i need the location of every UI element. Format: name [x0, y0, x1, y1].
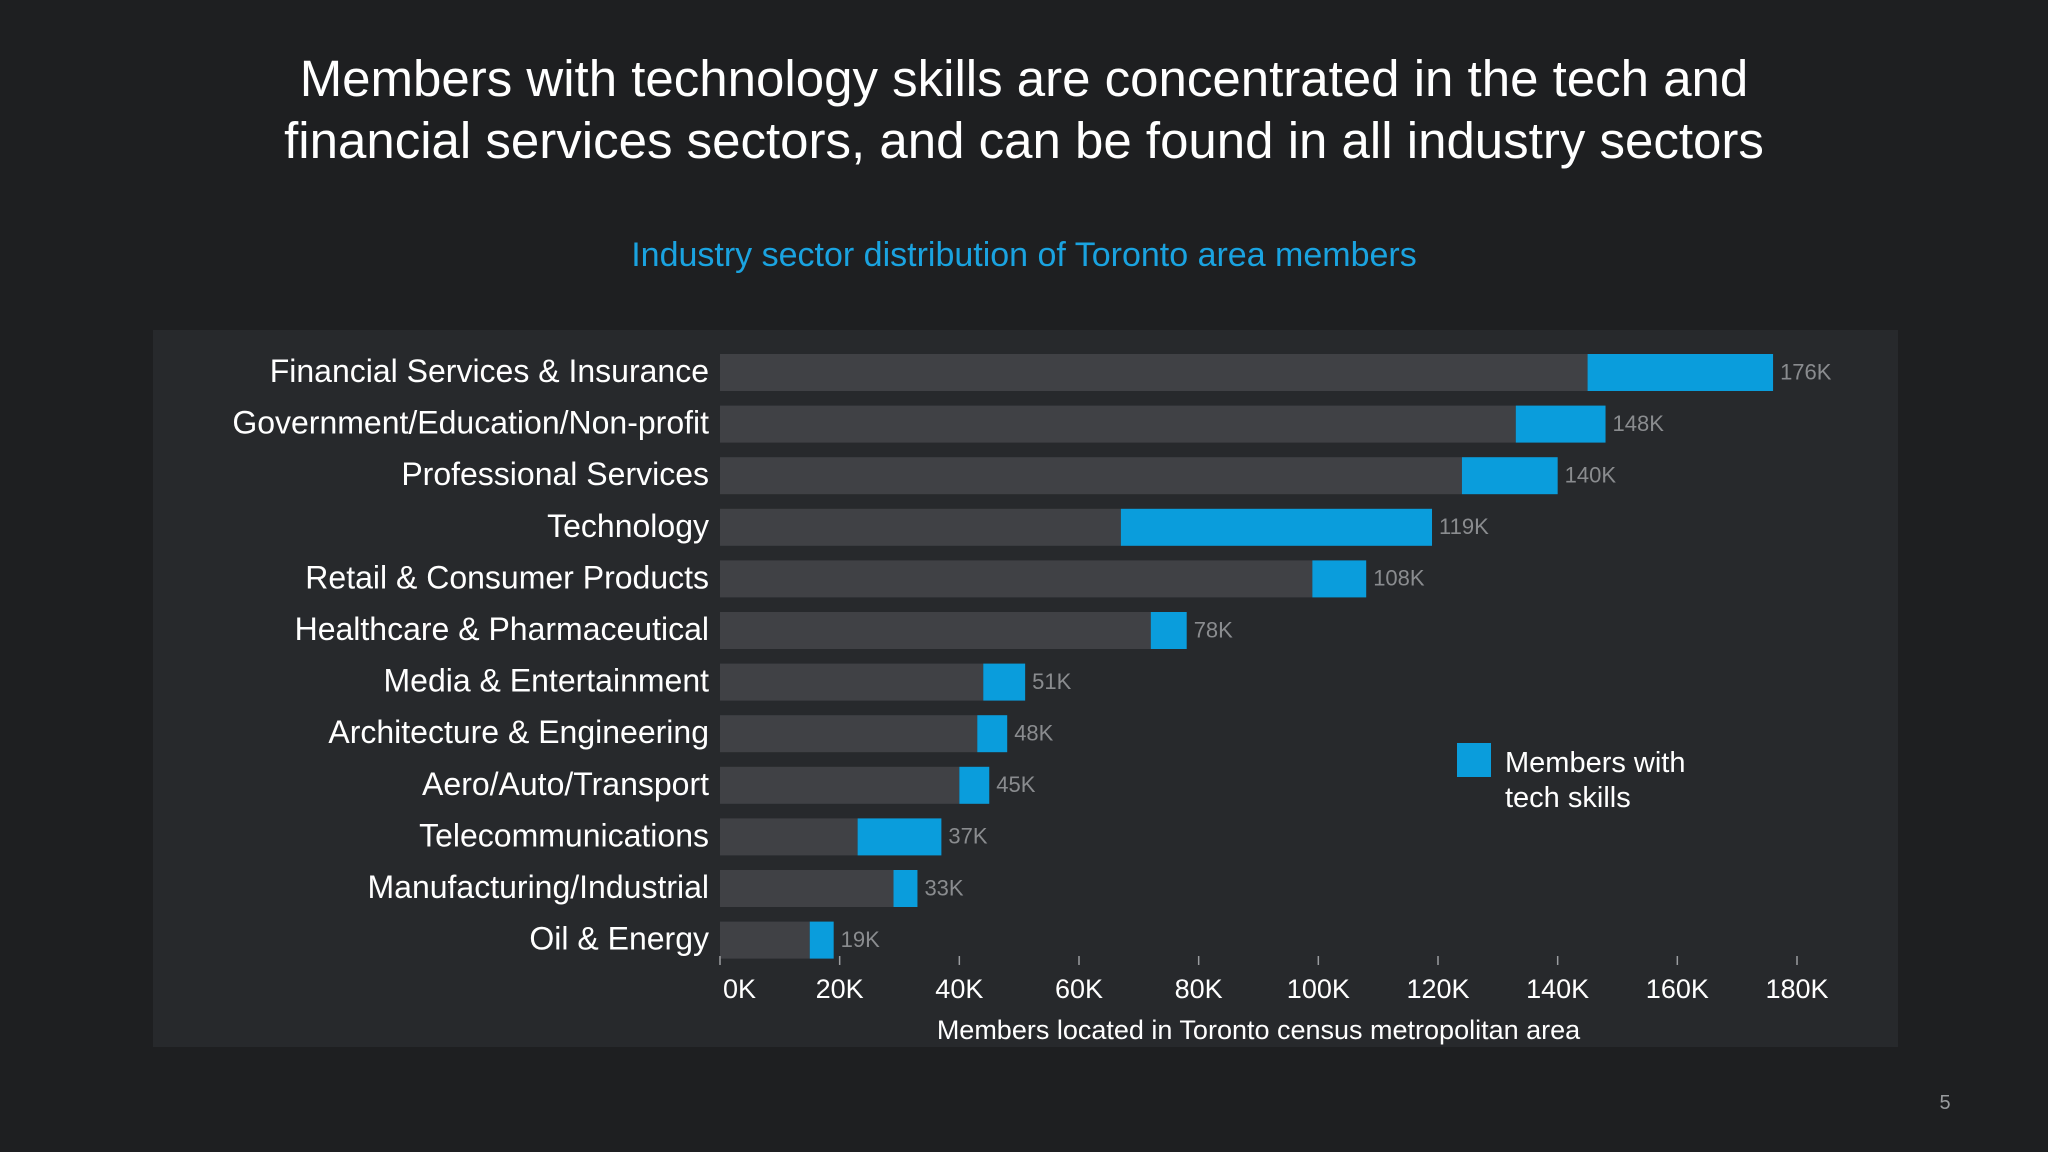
- tech-skills-bar: [1312, 560, 1367, 598]
- legend-label-line-2: tech skills: [1505, 782, 1631, 814]
- total-bar: [720, 457, 1462, 495]
- slide-title: Members with technology skills are conce…: [0, 48, 2048, 172]
- category-label: Financial Services & Insurance: [270, 353, 709, 389]
- bar-chart: Financial Services & Insurance 176K Govern…: [232, 353, 1832, 1045]
- data-label: 51K: [1032, 669, 1071, 694]
- tech-skills-bar: [857, 818, 942, 856]
- tech-skills-bar: [1120, 508, 1433, 546]
- tech-skills-bar: [893, 870, 918, 907]
- total-bar: [720, 612, 1151, 649]
- x-tick-label: 60K: [1055, 974, 1103, 1004]
- total-bar: [720, 663, 984, 701]
- data-label: 19K: [841, 927, 880, 952]
- x-tick-label: 80K: [1175, 974, 1223, 1004]
- category-label: Retail & Consumer Products: [305, 559, 709, 595]
- total-bar: [720, 715, 978, 753]
- total-bar: [720, 560, 1313, 598]
- x-tick-label: 100K: [1287, 974, 1350, 1004]
- category-label: Government/Education/Non-profit: [232, 405, 709, 441]
- total-bar: [720, 354, 1588, 391]
- x-tick-label: 120K: [1406, 974, 1469, 1004]
- x-tick-label: 180K: [1765, 974, 1828, 1004]
- slide-title-line-2: financial services sectors, and can be f…: [284, 112, 1764, 169]
- x-tick-label: 20K: [816, 974, 864, 1004]
- x-tick-label: 40K: [935, 974, 983, 1004]
- x-axis-title: Members located in Toronto census metrop…: [937, 1015, 1581, 1045]
- category-label: Technology: [547, 508, 709, 544]
- data-label: 45K: [996, 772, 1035, 797]
- data-label: 140K: [1565, 463, 1617, 488]
- data-label: 119K: [1439, 514, 1489, 539]
- category-label: Media & Entertainment: [384, 663, 710, 699]
- tech-skills-bar: [983, 663, 1026, 701]
- category-label: Aero/Auto/Transport: [422, 766, 709, 802]
- total-bar: [720, 405, 1516, 443]
- category-label: Manufacturing/Industrial: [367, 869, 709, 905]
- data-label: 48K: [1014, 721, 1053, 746]
- category-label: Oil & Energy: [529, 921, 709, 957]
- chart-panel: Financial Services & Insurance 176K Govern…: [153, 330, 1898, 1047]
- tech-skills-bar: [977, 715, 1008, 753]
- total-bar: [720, 870, 894, 907]
- x-tick-label: 140K: [1526, 974, 1589, 1004]
- slide-title-line-1: Members with technology skills are conce…: [299, 50, 1749, 107]
- category-label: Healthcare & Pharmaceutical: [295, 611, 709, 647]
- category-label: Architecture & Engineering: [328, 714, 709, 750]
- total-bar: [720, 818, 858, 856]
- data-label: 176K: [1780, 359, 1832, 384]
- total-bar: [720, 921, 810, 959]
- tech-skills-bar: [1461, 457, 1558, 495]
- data-label: 33K: [924, 875, 963, 900]
- tech-skills-bar: [959, 766, 990, 804]
- data-label: 78K: [1194, 617, 1233, 642]
- data-label: 37K: [948, 824, 987, 849]
- total-bar: [720, 766, 960, 804]
- data-label: 108K: [1373, 566, 1425, 591]
- page-number: 5: [1939, 1092, 1951, 1114]
- total-bar: [720, 508, 1121, 546]
- legend-swatch: [1457, 743, 1491, 777]
- data-label: 148K: [1613, 411, 1665, 436]
- legend-label-line-1: Members with: [1505, 747, 1686, 779]
- chart-title: Industry sector distribution of Toronto …: [631, 236, 1417, 274]
- category-label: Professional Services: [401, 456, 709, 492]
- tech-skills-bar: [809, 921, 834, 959]
- x-tick-label: 160K: [1646, 974, 1709, 1004]
- x-tick-label: 0K: [723, 974, 756, 1004]
- category-label: Telecommunications: [419, 817, 709, 853]
- tech-skills-bar: [1515, 405, 1606, 443]
- tech-skills-bar: [1587, 354, 1774, 391]
- tech-skills-bar: [1150, 612, 1187, 649]
